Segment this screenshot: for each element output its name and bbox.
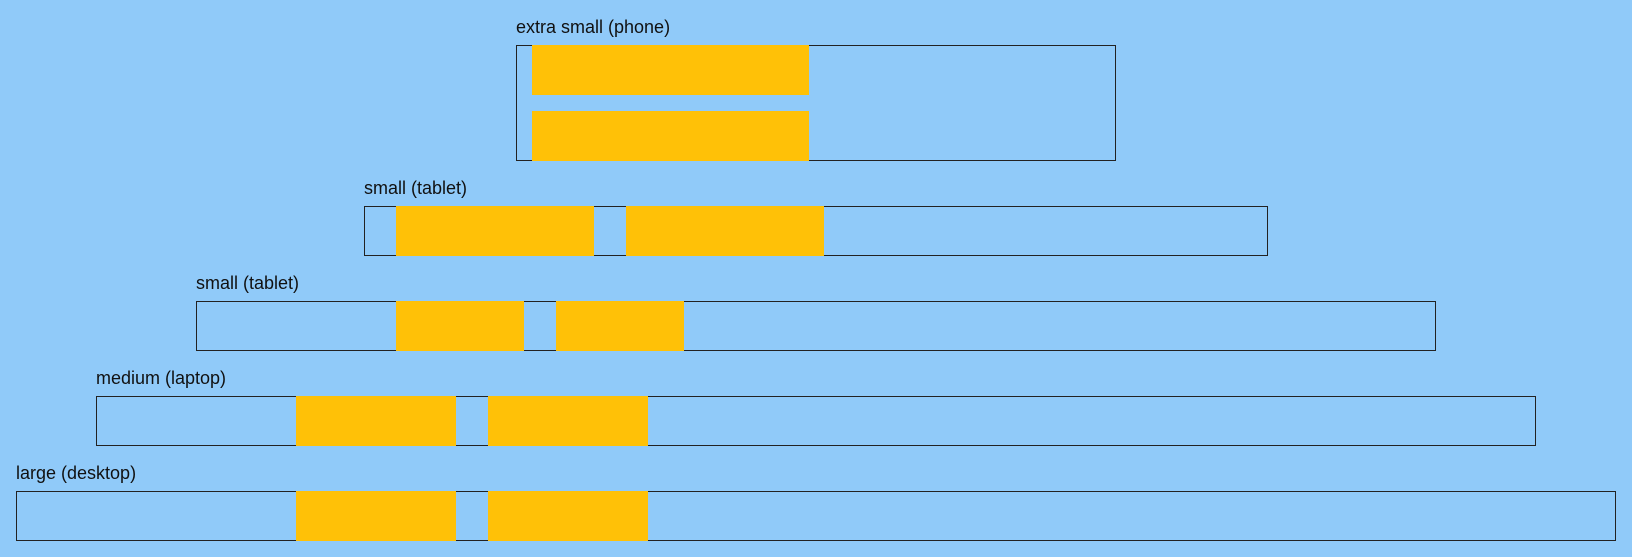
breakpoint-frame-extra-small: [516, 45, 1116, 161]
breakpoint-label-medium: medium (laptop): [96, 368, 227, 388]
breakpoint-frame-large: [16, 491, 1616, 541]
breakpoint-frame-small: [196, 301, 1436, 351]
content-block: [556, 301, 684, 351]
content-block: [296, 396, 456, 446]
breakpoint-label-small: small (tablet): [196, 273, 300, 293]
content-block: [488, 491, 648, 541]
content-block: [396, 206, 594, 256]
content-block: [626, 206, 824, 256]
breakpoint-frame-medium: [96, 396, 1536, 446]
content-block: [296, 491, 456, 541]
breakpoint-label-small: small (tablet): [364, 178, 468, 198]
content-block: [532, 45, 809, 95]
content-block: [532, 111, 809, 161]
content-block: [396, 301, 524, 351]
content-block: [488, 396, 648, 446]
breakpoint-label-large: large (desktop): [16, 463, 137, 483]
breakpoint-label-extra-small: extra small (phone): [516, 17, 671, 37]
